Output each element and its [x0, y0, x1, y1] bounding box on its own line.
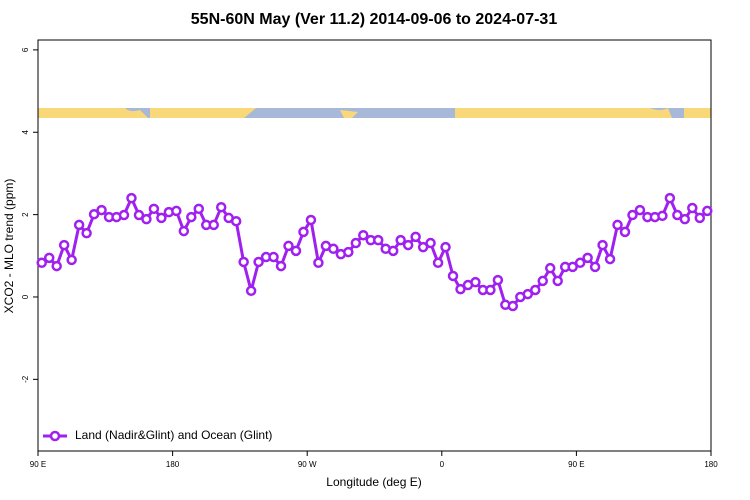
data-point [186, 211, 197, 223]
data-point [537, 275, 548, 287]
data-point [88, 208, 100, 220]
data-point [485, 284, 496, 296]
data-point [253, 256, 264, 268]
data-point [470, 276, 481, 288]
x-tick-label: 180 [704, 460, 718, 469]
data-point [51, 260, 62, 272]
data-point [208, 219, 219, 231]
data-point [544, 262, 556, 274]
data-point [238, 256, 249, 268]
data-point [275, 260, 287, 272]
data-point [447, 270, 459, 282]
data-point [43, 252, 55, 264]
data-point [66, 254, 77, 266]
data-point [574, 257, 586, 269]
data-point [387, 245, 399, 257]
x-axis-label: Longitude (deg E) [326, 475, 421, 489]
data-point [215, 201, 227, 213]
x-tick-label: 0 [440, 460, 445, 469]
data-point [328, 243, 339, 255]
y-tick-label: -2 [21, 375, 30, 383]
data-point [410, 231, 421, 243]
data-point [552, 275, 563, 287]
data-point [402, 239, 414, 251]
data-point [507, 300, 519, 312]
data-point [597, 239, 608, 251]
data-point [455, 283, 466, 295]
chart-title: 55N-60N May (Ver 11.2) 2014-09-06 to 202… [191, 11, 558, 28]
data-point [126, 192, 137, 204]
data-point [679, 213, 691, 225]
x-tick-label: 90 W [298, 460, 317, 469]
data-point [395, 234, 406, 246]
x-tick-label: 90 E [30, 460, 46, 469]
data-point [283, 240, 294, 252]
data-point [96, 204, 107, 216]
data-point [694, 212, 706, 224]
data-point [612, 219, 623, 231]
legend-label: Land (Nadir&Glint) and Ocean (Glint) [75, 428, 272, 442]
data-point [268, 251, 279, 263]
y-tick-label: 2 [21, 212, 30, 217]
data-point [417, 241, 429, 253]
data-point [425, 237, 436, 249]
data-point [604, 253, 616, 265]
data-point [73, 219, 85, 231]
data-point [343, 246, 354, 258]
data-point [290, 245, 302, 257]
data-point [313, 257, 324, 269]
data-point [358, 229, 369, 241]
data-point [530, 284, 541, 296]
data-point [687, 202, 698, 214]
x-tick-label: 180 [166, 460, 180, 469]
plot-frame [37, 39, 712, 452]
data-point [171, 205, 182, 217]
data-point [432, 257, 444, 269]
data-point [230, 215, 242, 227]
data-point [619, 226, 631, 238]
data-point [141, 213, 152, 225]
data-point [148, 203, 160, 215]
data-point [627, 209, 638, 221]
data-point [492, 274, 504, 286]
data-point [702, 205, 713, 217]
data-point [664, 192, 676, 204]
data-point [156, 212, 167, 224]
y-axis-label: XCO2 - MLO trend (ppm) [2, 179, 16, 314]
legend-marker [49, 430, 61, 442]
data-point [193, 203, 205, 215]
y-tick-label: 4 [21, 129, 30, 134]
x-tick-label: 90 E [568, 460, 584, 469]
data-point [440, 241, 451, 253]
data-point [350, 237, 362, 249]
data-point [245, 285, 257, 297]
data-point [36, 257, 47, 269]
data-point [634, 204, 646, 216]
data-point [522, 288, 534, 300]
data-point [298, 226, 309, 238]
data-point [133, 209, 145, 221]
data-point [58, 239, 70, 251]
data-point [657, 210, 668, 222]
data-point [567, 261, 578, 273]
data-point [81, 227, 92, 239]
y-tick-label: 0 [21, 294, 30, 299]
map-band [38, 108, 711, 118]
data-point [582, 252, 593, 264]
data-point [589, 261, 601, 273]
y-tick-label: 6 [21, 47, 30, 52]
data-point [118, 209, 130, 221]
data-point [672, 209, 683, 221]
data-point [178, 225, 190, 237]
data-point [372, 234, 384, 246]
data-point [305, 214, 317, 226]
